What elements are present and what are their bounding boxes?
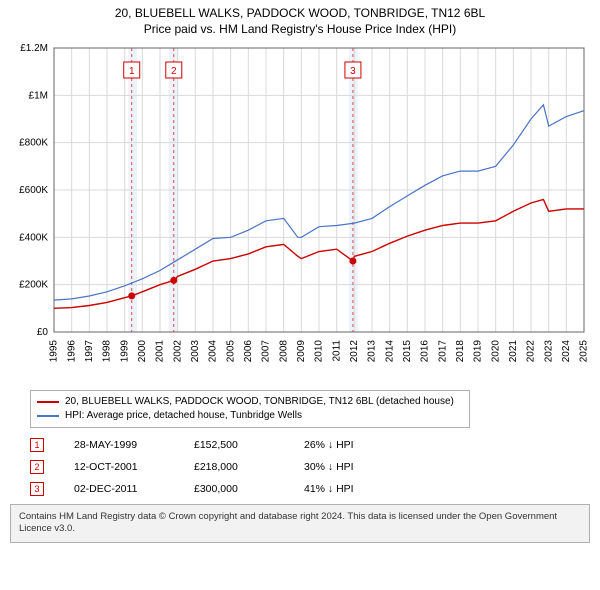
legend-row: HPI: Average price, detached house, Tunb… xyxy=(37,409,463,423)
transaction-date: 28-MAY-1999 xyxy=(74,439,164,451)
svg-text:2021: 2021 xyxy=(508,340,519,363)
legend-label: 20, BLUEBELL WALKS, PADDOCK WOOD, TONBRI… xyxy=(65,395,454,409)
svg-text:2009: 2009 xyxy=(296,340,307,363)
transaction-marker: 2 xyxy=(30,460,44,474)
transaction-date: 02-DEC-2011 xyxy=(74,483,164,495)
svg-text:2006: 2006 xyxy=(243,340,254,363)
svg-text:2: 2 xyxy=(171,66,177,77)
transaction-price: £218,000 xyxy=(194,461,274,473)
footer-attribution: Contains HM Land Registry data © Crown c… xyxy=(10,504,590,543)
transaction-pct: 30% ↓ HPI xyxy=(304,461,404,473)
svg-text:1: 1 xyxy=(129,66,135,77)
chart-container: 20, BLUEBELL WALKS, PADDOCK WOOD, TONBRI… xyxy=(0,0,600,543)
svg-text:2008: 2008 xyxy=(278,340,289,363)
svg-text:2000: 2000 xyxy=(137,340,148,363)
svg-text:1996: 1996 xyxy=(66,340,77,363)
title-address: 20, BLUEBELL WALKS, PADDOCK WOOD, TONBRI… xyxy=(10,6,590,20)
svg-text:1999: 1999 xyxy=(119,340,130,363)
svg-text:2020: 2020 xyxy=(490,340,501,363)
legend: 20, BLUEBELL WALKS, PADDOCK WOOD, TONBRI… xyxy=(30,390,470,428)
svg-text:1998: 1998 xyxy=(102,340,113,363)
svg-text:£600K: £600K xyxy=(19,185,48,196)
svg-text:2005: 2005 xyxy=(225,340,236,363)
table-row: 2 12-OCT-2001 £218,000 30% ↓ HPI xyxy=(30,460,590,474)
svg-text:2004: 2004 xyxy=(208,340,219,363)
svg-text:2001: 2001 xyxy=(155,340,166,363)
title-subtitle: Price paid vs. HM Land Registry's House … xyxy=(10,22,590,36)
svg-text:2016: 2016 xyxy=(420,340,431,363)
svg-text:3: 3 xyxy=(350,66,356,77)
svg-text:£1.2M: £1.2M xyxy=(20,43,48,54)
svg-text:2007: 2007 xyxy=(261,340,272,363)
svg-text:2019: 2019 xyxy=(473,340,484,363)
svg-text:2002: 2002 xyxy=(172,340,183,363)
transaction-marker: 3 xyxy=(30,482,44,496)
chart-titles: 20, BLUEBELL WALKS, PADDOCK WOOD, TONBRI… xyxy=(0,0,600,38)
svg-text:1997: 1997 xyxy=(84,340,95,363)
transaction-pct: 26% ↓ HPI xyxy=(304,439,404,451)
transaction-price: £300,000 xyxy=(194,483,274,495)
svg-text:2014: 2014 xyxy=(384,340,395,363)
svg-text:£800K: £800K xyxy=(19,138,48,149)
svg-text:2015: 2015 xyxy=(402,340,413,363)
legend-label: HPI: Average price, detached house, Tunb… xyxy=(65,409,302,423)
transaction-marker: 1 xyxy=(30,438,44,452)
legend-swatch xyxy=(37,415,59,417)
chart-plot-area: £0 £200K £400K £600K £800K £1M £1.2M 1995 1996 19… xyxy=(10,42,590,382)
svg-text:£400K: £400K xyxy=(19,232,48,243)
svg-text:2010: 2010 xyxy=(314,340,325,363)
svg-text:2023: 2023 xyxy=(543,340,554,363)
svg-text:£0: £0 xyxy=(37,327,49,338)
table-row: 3 02-DEC-2011 £300,000 41% ↓ HPI xyxy=(30,482,590,496)
transaction-price: £152,500 xyxy=(194,439,274,451)
legend-swatch xyxy=(37,401,59,403)
svg-text:2024: 2024 xyxy=(561,340,572,363)
table-row: 1 28-MAY-1999 £152,500 26% ↓ HPI xyxy=(30,438,590,452)
svg-text:2003: 2003 xyxy=(190,340,201,363)
svg-text:2017: 2017 xyxy=(437,340,448,363)
svg-text:£1M: £1M xyxy=(29,90,48,101)
svg-text:2013: 2013 xyxy=(367,340,378,363)
transactions-table: 1 28-MAY-1999 £152,500 26% ↓ HPI 2 12-OC… xyxy=(30,438,590,496)
svg-text:2022: 2022 xyxy=(526,340,537,363)
svg-text:2018: 2018 xyxy=(455,340,466,363)
transaction-date: 12-OCT-2001 xyxy=(74,461,164,473)
line-chart-svg: £0 £200K £400K £600K £800K £1M £1.2M 1995 1996 19… xyxy=(10,42,590,382)
svg-text:2025: 2025 xyxy=(579,340,590,363)
svg-text:2012: 2012 xyxy=(349,340,360,363)
svg-text:2011: 2011 xyxy=(331,340,342,362)
svg-text:1995: 1995 xyxy=(49,340,60,363)
transaction-pct: 41% ↓ HPI xyxy=(304,483,404,495)
legend-row: 20, BLUEBELL WALKS, PADDOCK WOOD, TONBRI… xyxy=(37,395,463,409)
svg-text:£200K: £200K xyxy=(19,280,48,291)
